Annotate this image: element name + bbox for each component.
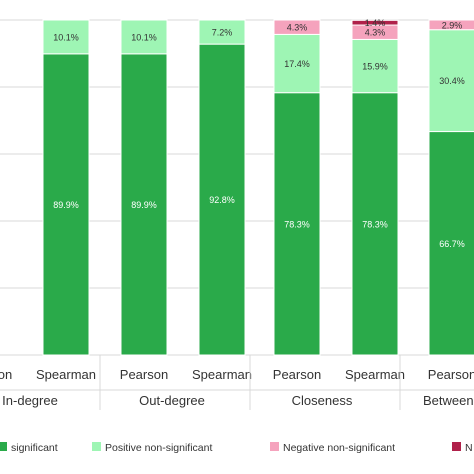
group-label: Out-degree xyxy=(139,393,205,408)
legend-label: Positive non-significant xyxy=(105,442,212,454)
bar-segment-positive-non-significant xyxy=(120,19,168,55)
data-label: 1.4% xyxy=(365,18,386,28)
bar-segment-positive-non-significant xyxy=(351,38,399,94)
data-label: 78.3% xyxy=(284,219,310,229)
data-label: 89.9% xyxy=(131,200,157,210)
data-label: 89.9% xyxy=(53,200,79,210)
bar-segment-positive-significant xyxy=(198,43,246,356)
legend-swatch xyxy=(270,442,279,451)
data-label: 78.3% xyxy=(362,219,388,229)
bar-segment-positive-significant xyxy=(428,131,474,356)
data-label: 15.9% xyxy=(362,62,388,72)
data-label: 10.1% xyxy=(131,32,157,42)
tick-label: Pearson xyxy=(428,367,474,382)
bar-segment-positive-significant xyxy=(120,53,168,356)
data-label: 10.1% xyxy=(53,32,79,42)
bar-segment-positive-non-significant xyxy=(198,19,246,45)
tick-label: Pearson xyxy=(273,367,321,382)
bar-segment-positive-significant xyxy=(273,92,321,356)
bar-segment-positive-non-significant xyxy=(42,19,90,55)
legend-swatch xyxy=(92,442,101,451)
data-label: 2.9% xyxy=(442,20,463,30)
bar-segment-negative-significant xyxy=(351,19,399,26)
bar-segment-negative-non-significant xyxy=(428,19,474,31)
legend-label: significant xyxy=(11,442,58,454)
data-label: 30.4% xyxy=(439,76,465,86)
tick-label: Spearman xyxy=(36,367,96,382)
tick-label: Spearman xyxy=(192,367,252,382)
group-label: Betweenness xyxy=(423,393,474,408)
tick-label: Pearson xyxy=(120,367,168,382)
data-label: 4.3% xyxy=(365,28,386,38)
x-axis: Pearson Spearman Pearson Spearman Pearson Spe… xyxy=(0,355,474,410)
data-label: 7.2% xyxy=(212,28,233,38)
bar-segment-negative-non-significant xyxy=(273,19,321,35)
legend: significant Positive non-significant Negat… xyxy=(0,442,473,454)
bar-segment-positive-significant xyxy=(351,92,399,356)
bars: 89.9% 10.1% 89.9% 10.1% 92.8% 7.2% 78.3% 17.4% 4… xyxy=(42,18,474,356)
bar-segment-positive-significant xyxy=(42,53,90,356)
legend-label: Negative non-significant xyxy=(283,442,395,454)
legend-swatch xyxy=(452,442,461,451)
group-label: Closeness xyxy=(292,393,353,408)
group-label: In-degree xyxy=(2,393,58,408)
legend-label: N xyxy=(465,442,473,454)
data-label: 66.7% xyxy=(439,239,465,249)
tick-label: Spearman xyxy=(345,367,405,382)
data-label: 17.4% xyxy=(284,59,310,69)
bar-segment-positive-non-significant xyxy=(428,29,474,133)
legend-swatch xyxy=(0,442,7,451)
tick-label: Pearson xyxy=(0,367,12,382)
data-label: 92.8% xyxy=(209,195,235,205)
data-label: 4.3% xyxy=(287,23,308,33)
bar-segment-positive-non-significant xyxy=(273,33,321,94)
